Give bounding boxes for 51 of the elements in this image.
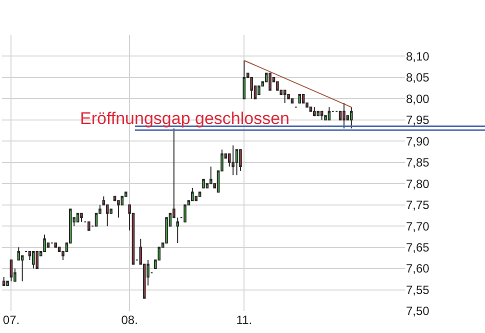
- candlestick: [2, 276, 6, 286]
- y-tick-label: 7,95: [406, 113, 430, 128]
- candlestick: [87, 221, 90, 231]
- candlestick: [313, 106, 316, 116]
- candlestick: [191, 187, 194, 202]
- y-tick-label: 7,90: [406, 134, 430, 148]
- candlestick: [316, 110, 320, 116]
- candlestick: [239, 149, 242, 172]
- candlestick: [209, 166, 212, 184]
- x-tick-label: 07.: [2, 313, 20, 327]
- candlestick: [232, 144, 234, 176]
- x-tick-label: 11.: [236, 313, 252, 327]
- candlestick: [342, 102, 346, 129]
- y-tick-label: 8,10: [406, 49, 430, 64]
- candlestick: [184, 204, 186, 222]
- y-tick-label: 8,05: [406, 70, 430, 85]
- candlestick: [283, 90, 286, 104]
- candlestick: [43, 234, 46, 252]
- y-tick-label: 7,70: [406, 219, 430, 234]
- candlestick: [290, 98, 294, 104]
- candlestick: [250, 76, 253, 100]
- candlestick: [165, 217, 168, 244]
- candlestick: [36, 251, 39, 270]
- y-tick-label: 7,55: [406, 282, 430, 297]
- y-tick-label: 7,80: [406, 176, 430, 191]
- candlestick: [276, 81, 279, 91]
- candlestick: [10, 260, 13, 282]
- y-tick-label: 7,65: [406, 240, 430, 255]
- candlestick: [298, 94, 302, 104]
- candlestick: [80, 212, 83, 222]
- x-tick-label: 08.: [121, 313, 138, 327]
- y-tick-label: 7,50: [406, 304, 430, 318]
- candlestick: [302, 94, 305, 104]
- y-tick-label: 7,85: [406, 156, 430, 170]
- candlestick: [117, 200, 120, 218]
- candlestick: [268, 72, 272, 91]
- candlestick: [320, 110, 324, 120]
- y-tick-label: 7,75: [406, 198, 430, 212]
- candlestick: [54, 242, 58, 248]
- candlestick: [287, 94, 290, 100]
- candlestick: [202, 178, 205, 188]
- candlestick: [235, 149, 238, 176]
- candlestick: [242, 60, 246, 100]
- y-tick-label: 8,00: [406, 92, 430, 106]
- candlestick: [32, 251, 35, 270]
- candlestick: [258, 85, 260, 95]
- candlestick: [350, 106, 353, 129]
- candlestick: [328, 106, 331, 120]
- annotation: Eröffnungsgap geschlossen: [80, 109, 290, 128]
- y-tick-label: 7,60: [406, 262, 430, 276]
- candlestick: [76, 212, 80, 222]
